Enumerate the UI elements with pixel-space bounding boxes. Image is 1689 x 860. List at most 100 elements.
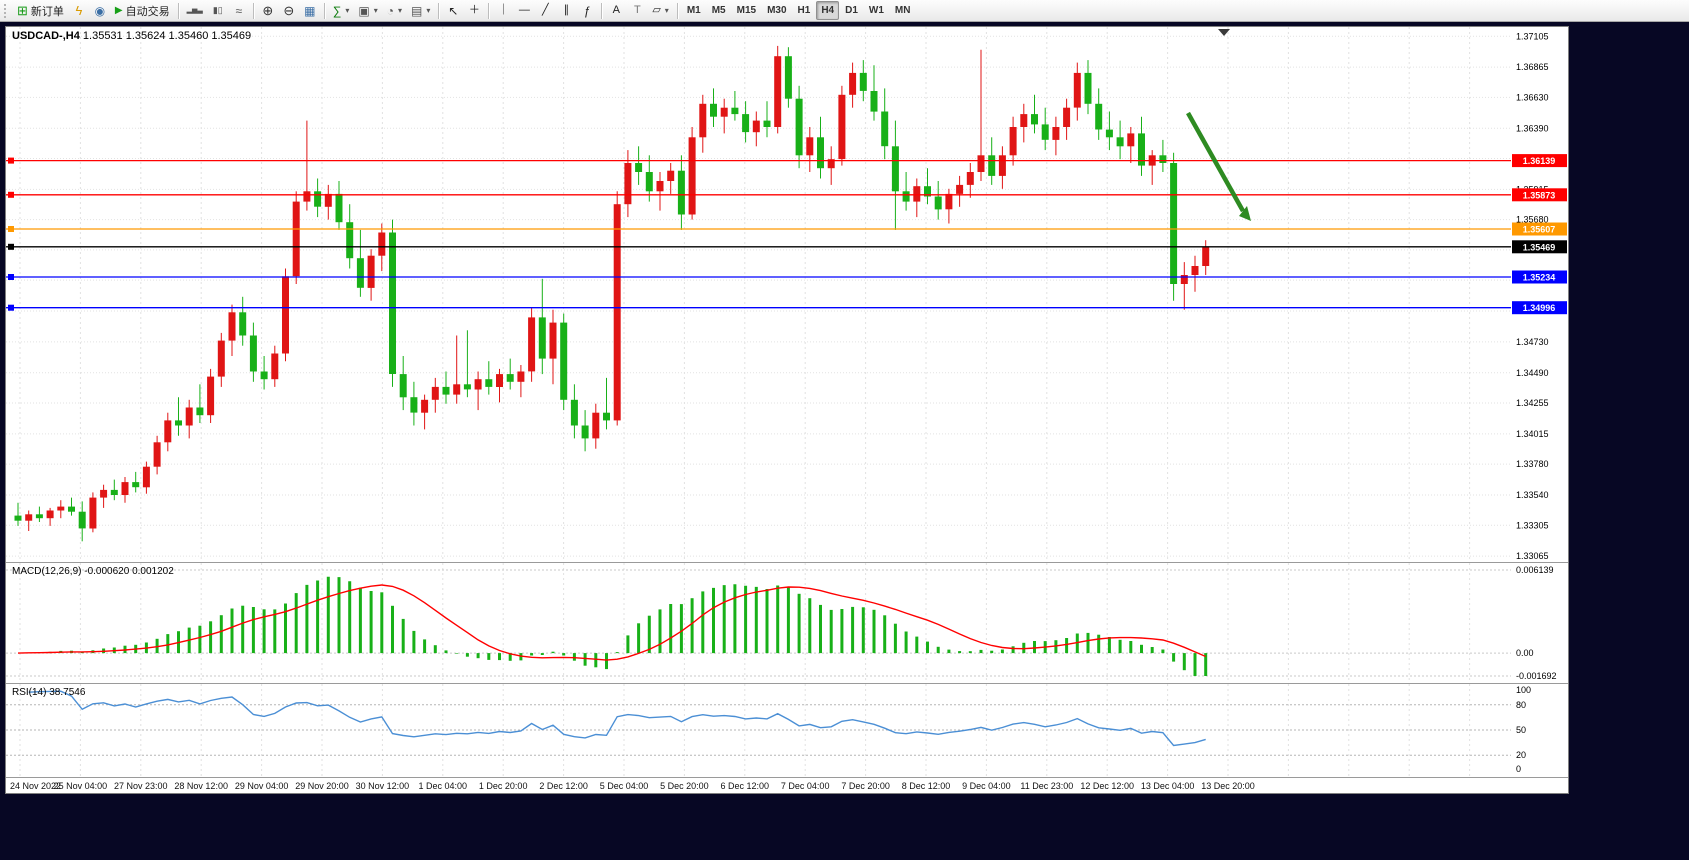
- auto-trading-button-label: 自动交易: [125, 5, 170, 18]
- timeframe-m1-button[interactable]: M1: [686, 5, 701, 16]
- time-axis-label: 27 Nov 23:00: [114, 781, 168, 791]
- time-axis-label: 9 Dec 04:00: [962, 781, 1011, 791]
- macd-canvas[interactable]: 0.006139 0.00 -0.001692: [6, 563, 1568, 682]
- timeframe-w1-button[interactable]: W1: [868, 5, 884, 16]
- grid-icon: ▦: [304, 3, 316, 18]
- horizontal-line-1.35234[interactable]: 1.35234: [6, 270, 1567, 284]
- time-axis-label: 12 Dec 12:00: [1080, 781, 1134, 791]
- auto-trading-button[interactable]: ▶ 自动交易: [111, 1, 174, 20]
- bar-chart-button[interactable]: ▂▅▃: [183, 1, 207, 20]
- zoom-in-button[interactable]: ⊕: [258, 1, 278, 20]
- toolbar-separator: [323, 2, 325, 19]
- candlestick-chart-button[interactable]: ▮▯: [208, 1, 228, 20]
- lightning-icon: ϟ: [75, 3, 83, 18]
- indicators-button[interactable]: ∑ ▾: [329, 1, 354, 20]
- horizontal-line-1.36139[interactable]: 1.36139: [6, 154, 1567, 168]
- time-axis-label: 8 Dec 12:00: [901, 781, 951, 791]
- time-axis-label: 7 Dec 20:00: [841, 781, 890, 791]
- text-button[interactable]: A: [606, 1, 626, 20]
- svg-text:1.33305: 1.33305: [1516, 520, 1549, 530]
- new-order-button[interactable]: ⊞ 新订单: [13, 1, 68, 20]
- time-axis-label: 5 Dec 04:00: [599, 781, 649, 791]
- time-axis-label: 5 Dec 20:00: [660, 781, 709, 791]
- cursor-icon: ↖: [448, 3, 459, 18]
- timeframe-d1-button[interactable]: D1: [845, 5, 858, 16]
- macd-panel[interactable]: MACD(12,26,9) -0.000620 0.001202 0.00613…: [6, 562, 1568, 682]
- hline-left-marker: [8, 191, 14, 198]
- equidistant-channel-button[interactable]: ∥: [556, 1, 576, 20]
- timeframe-h1-button[interactable]: H1: [797, 5, 811, 16]
- quotes-button[interactable]: ◉: [90, 1, 110, 20]
- line-chart-button[interactable]: ≈: [229, 1, 249, 20]
- svg-text:0.00: 0.00: [1516, 648, 1534, 658]
- charts-button[interactable]: ϟ: [69, 1, 89, 20]
- macd-label: MACD(12,26,9) -0.000620 0.001202: [12, 566, 174, 577]
- main-toolbar: ⊞ 新订单 ϟ ◉ ▶ 自动交易 ▂▅▃ ▮▯ ≈ ⊕ ⊖ ▦ ∑ ▾ ▣ ▾ ◔ ▾ ▤ ▾ ↖ ＋｜ — ╱ ∥ ƒ A T ▱ ▾ M…: [0, 0, 1689, 22]
- periods-button[interactable]: ◔ ▾: [383, 1, 406, 20]
- zoom-out-icon: ⊖: [283, 3, 295, 18]
- hline-price-tag: [1512, 301, 1567, 315]
- vertical-line-button[interactable]: ｜: [493, 1, 513, 20]
- svg-text:0: 0: [1516, 764, 1521, 774]
- fibonacci-button[interactable]: ƒ: [577, 1, 597, 20]
- time-axis-label: 2 Dec 12:00: [539, 781, 588, 791]
- timeframe-m5-button[interactable]: M5: [711, 5, 726, 16]
- timeframe-h4-button[interactable]: H4: [816, 1, 840, 20]
- svg-text:1.36139: 1.36139: [1523, 156, 1556, 166]
- fibo-icon: ƒ: [583, 3, 591, 18]
- rsi-line: [28, 690, 1206, 747]
- templates-button[interactable]: ▤ ▾: [407, 1, 434, 20]
- svg-text:1.35469: 1.35469: [1523, 242, 1556, 252]
- clock-icon: ◔: [386, 3, 394, 18]
- caret-down-icon: ▾: [373, 6, 378, 15]
- timeframe-m30-button[interactable]: M30: [767, 5, 787, 16]
- horizontal-line-1.35873[interactable]: 1.35873: [6, 188, 1567, 202]
- time-axis-label: 28 Nov 12:00: [174, 781, 228, 791]
- svg-text:1.35680: 1.35680: [1516, 215, 1549, 225]
- tile-windows-button[interactable]: ▦: [300, 1, 320, 20]
- rsi-label: RSI(14) 38.7546: [12, 687, 86, 698]
- new-chart-button[interactable]: ▣ ▾: [354, 1, 381, 20]
- bars-icon: ▂▅▃: [186, 7, 203, 14]
- time-axis-label: 13 Dec 20:00: [1201, 781, 1255, 791]
- template-icon: ▤: [410, 3, 423, 18]
- price-chart-panel[interactable]: USDCAD-,H4 1.35531 1.35624 1.35460 1.354…: [6, 27, 1568, 560]
- svg-text:1.35234: 1.35234: [1523, 273, 1556, 283]
- zoom-out-button[interactable]: ⊖: [279, 1, 299, 20]
- horizontal-line-button[interactable]: —: [514, 1, 534, 20]
- cursor-button[interactable]: ↖: [443, 1, 463, 20]
- timeframe-mn-button[interactable]: MN: [894, 5, 911, 16]
- chart-shift-marker[interactable]: [1218, 29, 1230, 36]
- hline-price-tag: [1512, 270, 1567, 284]
- horizontal-line-1.34996[interactable]: 1.34996: [6, 301, 1567, 315]
- quotes-icon: ◉: [94, 3, 106, 18]
- toolbar-grip[interactable]: [4, 3, 9, 18]
- arrows-button[interactable]: ▱ ▾: [648, 1, 672, 20]
- trend-arrow-annotation[interactable]: [1186, 111, 1251, 221]
- rsi-panel[interactable]: RSI(14) 38.7546 100 80 50 20 0: [6, 683, 1568, 776]
- chart-symbol-timeframe: USDCAD-,H4: [12, 30, 80, 42]
- toolbar-separator: [488, 2, 490, 19]
- text-label-button[interactable]: T: [627, 1, 647, 20]
- crosshair-button[interactable]: ＋: [464, 1, 484, 20]
- rsi-canvas[interactable]: 100 80 50 20 0: [6, 684, 1568, 776]
- vline-icon: ｜: [497, 4, 509, 16]
- line-icon: ≈: [235, 3, 243, 18]
- shapes-icon: ▱: [652, 4, 661, 16]
- caret-down-icon: ▾: [397, 6, 402, 15]
- svg-text:1.33540: 1.33540: [1516, 490, 1549, 500]
- horizontal-line-1.35607[interactable]: 1.35607: [6, 222, 1567, 236]
- time-axis-label: 29 Nov 20:00: [295, 781, 349, 791]
- horizontal-line-1.35469[interactable]: 1.35469: [6, 240, 1567, 254]
- channel-icon: ∥: [563, 4, 570, 16]
- time-axis[interactable]: 24 Nov 2022 25 Nov 04:00 27 Nov 23:00 28 No…: [6, 777, 1568, 793]
- hline-left-marker: [8, 274, 14, 280]
- hline-price-tag: [1512, 188, 1567, 202]
- trendline-button[interactable]: ╱: [535, 1, 555, 20]
- svg-text:-0.001692: -0.001692: [1516, 671, 1557, 681]
- timeframe-m15-button[interactable]: M15: [736, 5, 757, 16]
- hline-price-tag: [1512, 222, 1567, 236]
- price-chart-canvas[interactable]: 1.371051.368651.366301.363901.361551.359…: [6, 27, 1568, 560]
- time-axis-label: 30 Nov 12:00: [355, 781, 410, 791]
- svg-text:80: 80: [1516, 700, 1526, 710]
